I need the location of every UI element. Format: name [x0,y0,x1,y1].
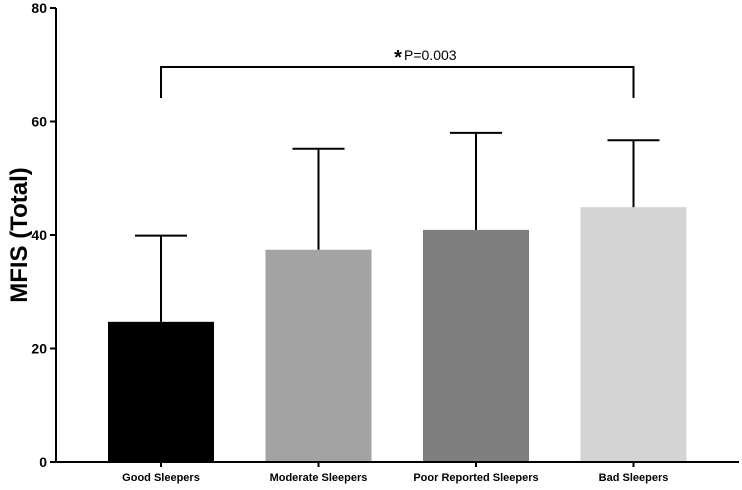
p-value-label: P=0.003 [404,47,457,63]
y-tick-label-0: 0 [39,454,47,470]
bar-2 [423,229,529,462]
significance-bracket [160,66,635,99]
y-axis-label: MFIS (Total) [6,167,33,303]
x-tick-label-3: Bad Sleepers [599,472,669,484]
y-tick-label-1: 20 [31,341,47,357]
bar-3 [580,207,687,462]
y-tick-label-2: 40 [31,227,47,243]
significance-star: * [394,47,402,69]
y-tick-label-4: 80 [31,0,47,16]
bar-1 [265,249,372,462]
x-tick-label-2: Poor Reported Sleepers [413,472,538,484]
bar-0 [108,321,214,462]
y-tick-label-3: 60 [31,114,47,130]
x-tick-label-0: Good Sleepers [122,472,200,484]
x-tick-label-1: Moderate Sleepers [270,472,368,484]
